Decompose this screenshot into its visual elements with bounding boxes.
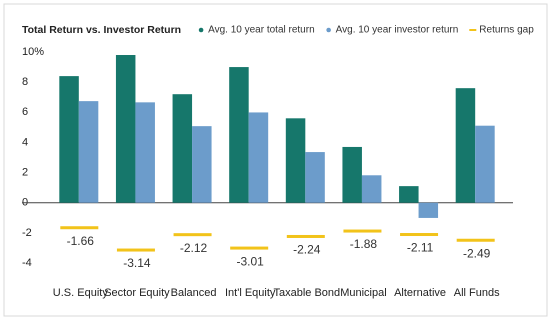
legend-label: Avg. 10 year total return — [208, 25, 315, 36]
y-tick-label: 2 — [22, 166, 28, 178]
x-tick-label: Int'l Equity — [225, 287, 276, 299]
x-tick-label: Taxable Bond — [273, 287, 340, 299]
gap-label: -1.66 — [67, 234, 95, 248]
bar — [229, 67, 249, 203]
legend: Avg. 10 year total return Avg. 10 year in… — [198, 25, 534, 36]
gap-label: -2.24 — [293, 243, 321, 257]
x-tick-label: Municipal — [340, 287, 386, 299]
x-tick-label: Balanced — [171, 287, 217, 299]
bar — [455, 88, 476, 203]
legend-label: Avg. 10 year investor return — [336, 25, 459, 36]
gap-label: -3.01 — [237, 254, 265, 268]
x-tick-label: Sector Equity — [104, 287, 170, 299]
bar — [285, 118, 306, 203]
legend-marker — [326, 27, 331, 33]
bar — [172, 94, 193, 203]
bar — [248, 112, 269, 203]
bar — [361, 175, 382, 203]
gap-marker — [230, 246, 269, 250]
bar — [115, 55, 136, 203]
y-tick-label: -4 — [22, 257, 32, 269]
bar — [78, 101, 99, 203]
y-tick-label: -2 — [22, 227, 32, 239]
gap-marker — [60, 226, 99, 230]
bar — [59, 76, 79, 203]
gap-label: -2.11 — [407, 241, 434, 255]
gap-marker — [286, 234, 325, 238]
gap-marker — [343, 229, 382, 233]
gap-marker — [173, 233, 212, 237]
bar — [475, 125, 495, 203]
gap-label: -3.14 — [123, 256, 151, 270]
bar — [135, 102, 155, 203]
bar — [342, 146, 362, 203]
x-tick-label: U.S. Equity — [53, 287, 109, 299]
gap-marker — [116, 248, 155, 252]
y-tick-label: 4 — [22, 136, 28, 148]
gap-label: -1.88 — [350, 237, 378, 251]
bar — [305, 152, 325, 203]
bar — [418, 202, 439, 218]
gap-marker — [456, 238, 495, 242]
bar — [192, 126, 212, 203]
gap-label: -2.49 — [463, 246, 491, 260]
gap-marker — [400, 233, 439, 237]
gap-label: -2.12 — [180, 241, 208, 255]
x-tick-label: All Funds — [454, 287, 500, 299]
chart-title: Total Return vs. Investor Return — [22, 24, 181, 36]
x-tick-label: Alternative — [394, 287, 446, 299]
y-tick-label: 6 — [22, 106, 28, 118]
legend-label: Returns gap — [479, 25, 534, 36]
y-tick-label: 8 — [22, 76, 28, 88]
legend-marker — [198, 27, 204, 33]
legend-marker — [469, 29, 477, 31]
bar — [399, 186, 419, 203]
y-tick-label: 10% — [22, 46, 44, 58]
